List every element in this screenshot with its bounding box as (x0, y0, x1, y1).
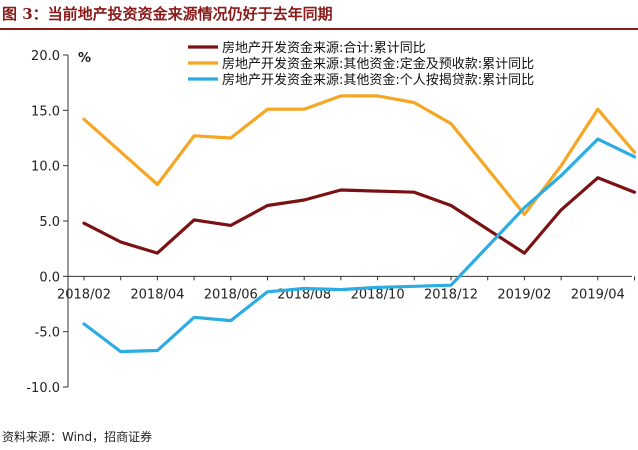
x-tick-label: 2018/02 (57, 287, 111, 302)
y-tick-label: 20.0 (31, 49, 60, 64)
line-chart: 20.0 15.0 10.0 5.0 0.0 -5.0 -10.0% 2018/02 2018… (26, 40, 637, 396)
y-tick-label: -10.0 (26, 381, 60, 396)
legend: 房地产开发资金来源:合计:累计同比房地产开发资金来源:其他资金:定金及预收款:累… (188, 40, 534, 88)
series-line-3 (82, 137, 637, 354)
series-lines (82, 94, 637, 354)
legend-label-1: 房地产开发资金来源:合计:累计同比 (222, 40, 426, 56)
legend-label-3: 房地产开发资金来源:其他资金:个人按揭贷款:累计同比 (222, 72, 534, 88)
y-tick-label: 10.0 (31, 160, 60, 175)
x-tick-label: 2018/06 (204, 287, 258, 302)
y-tick-label: -5.0 (35, 326, 60, 341)
legend-label-2: 房地产开发资金来源:其他资金:定金及预收款:累计同比 (222, 56, 534, 72)
x-tick-label: 2018/12 (424, 287, 478, 302)
x-tick-label: 2018/04 (130, 287, 184, 302)
y-unit-label: % (78, 51, 91, 66)
series-line-1 (82, 176, 637, 255)
x-tick-label: 2018/10 (351, 287, 405, 302)
y-axis: 20.0 15.0 10.0 5.0 0.0 -5.0 -10.0% (26, 49, 91, 396)
source-note: 资料来源：Wind，招商证券 (2, 430, 153, 444)
x-tick-label: 2019/02 (497, 287, 551, 302)
y-tick-label: 0.0 (39, 270, 60, 285)
figure-title-bar: 图 3：当前地产投资资金来源情况仍好于去年同期 (0, 0, 638, 30)
y-tick-label: 5.0 (39, 215, 60, 230)
series-line-2 (82, 94, 637, 216)
y-tick-label: 15.0 (31, 104, 60, 119)
x-tick-label: 2019/04 (571, 287, 625, 302)
figure-title: 图 3：当前地产投资资金来源情况仍好于去年同期 (2, 5, 333, 23)
